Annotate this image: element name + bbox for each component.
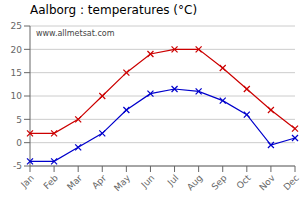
svg-text:Dec: Dec [282,173,297,192]
svg-text:Feb: Feb [42,173,61,192]
svg-text:Jan: Jan [18,173,36,191]
svg-text:Nov: Nov [257,172,277,192]
svg-text:25: 25 [11,21,22,31]
html-text:www.allmetsat.com: www.allmetsat.com [36,29,115,38]
svg-text:15: 15 [11,68,22,78]
svg-text:20: 20 [11,45,23,55]
svg-text:May: May [112,172,133,193]
svg-text:-5: -5 [13,161,22,171]
svg-text:Jul: Jul [165,173,180,188]
svg-text:Oct: Oct [235,173,253,191]
svg-text:Aug: Aug [185,173,205,193]
svg-text:10: 10 [11,91,23,101]
html-text:Aalborg : temperatures (°C): Aalborg : temperatures (°C) [30,3,198,17]
svg-text:Apr: Apr [90,173,108,191]
svg-text:5: 5 [16,115,22,125]
svg-text:Jun: Jun [139,173,157,191]
svg-text:0: 0 [16,138,22,148]
svg-text:Sep: Sep [210,173,229,192]
svg-text:Mar: Mar [65,173,84,192]
